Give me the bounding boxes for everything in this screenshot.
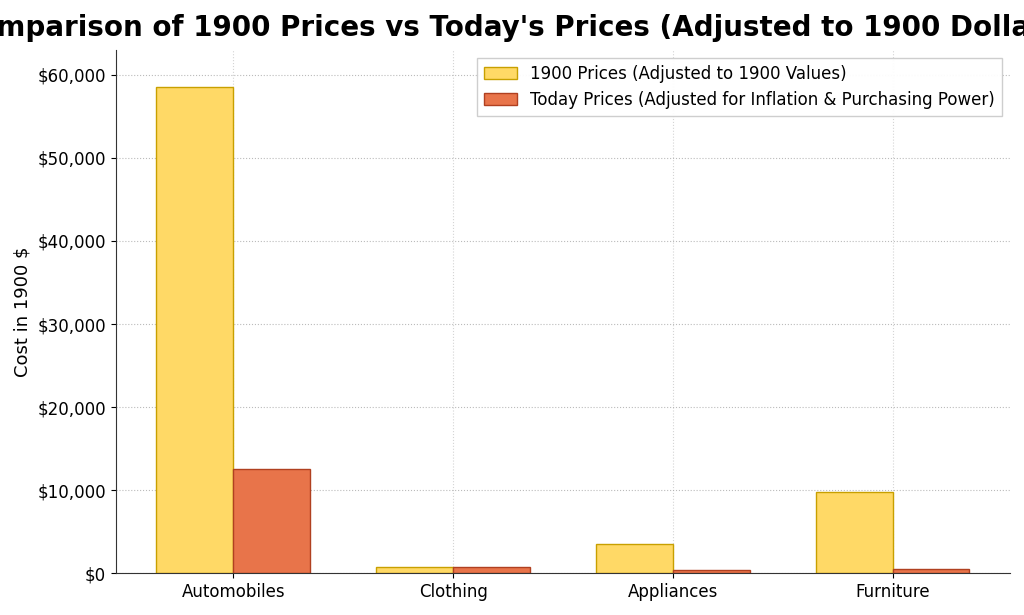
Bar: [893, 569, 970, 573]
Bar: [453, 567, 530, 573]
Bar: [816, 492, 893, 573]
Bar: [157, 87, 233, 573]
Bar: [596, 544, 673, 573]
Bar: [673, 570, 750, 573]
Bar: [376, 567, 453, 573]
Title: Comparison of 1900 Prices vs Today's Prices (Adjusted to 1900 Dollar Values): Comparison of 1900 Prices vs Today's Pri…: [0, 14, 1024, 42]
Y-axis label: Cost in 1900 $: Cost in 1900 $: [14, 247, 32, 377]
Legend: 1900 Prices (Adjusted to 1900 Values), Today Prices (Adjusted for Inflation & Pu: 1900 Prices (Adjusted to 1900 Values), T…: [477, 58, 1001, 116]
Bar: [233, 469, 310, 573]
